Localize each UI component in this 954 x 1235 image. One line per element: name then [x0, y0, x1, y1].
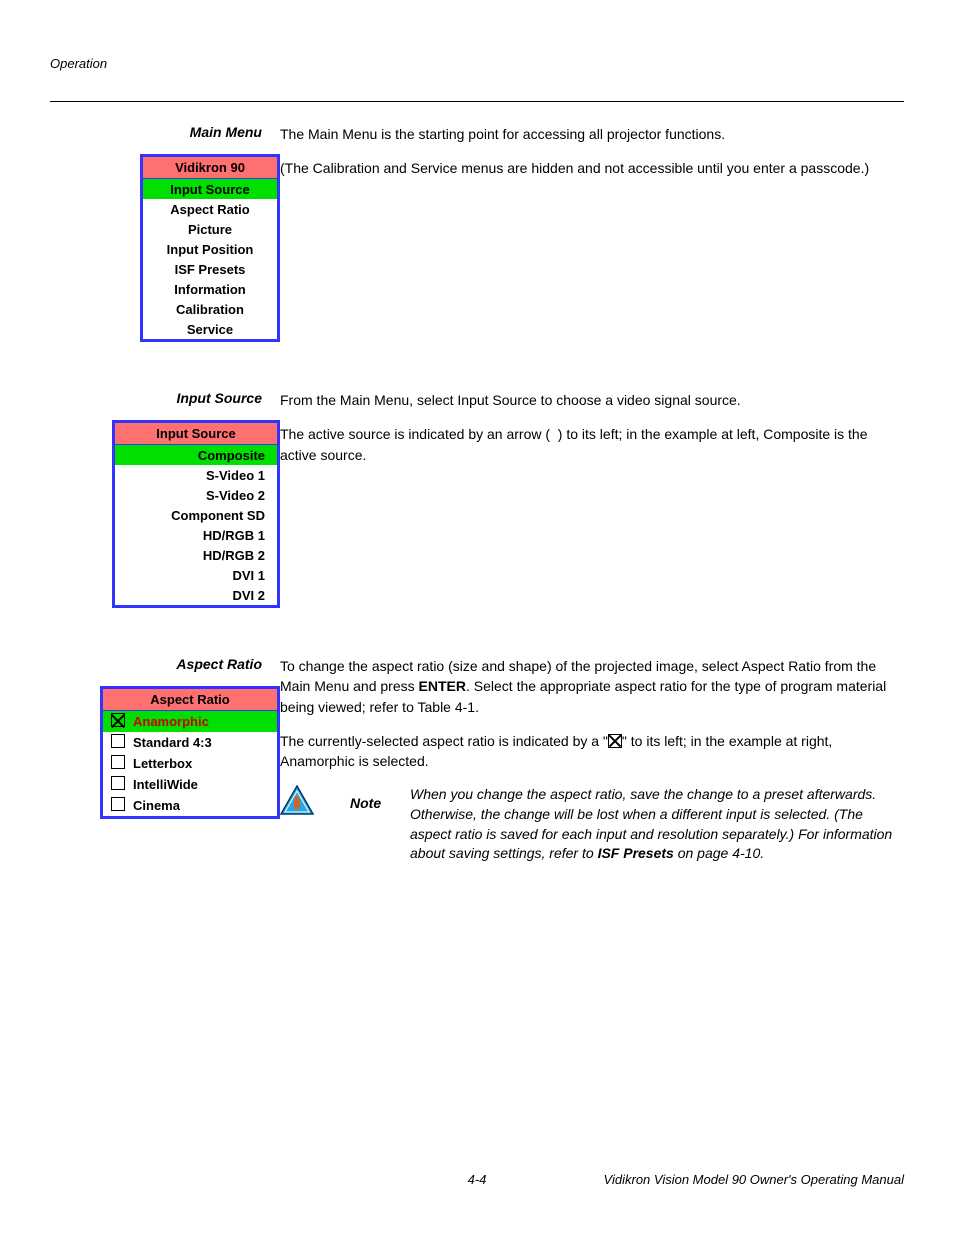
menu-item-label: IntelliWide	[129, 777, 273, 792]
main-menu-para1: The Main Menu is the starting point for …	[280, 124, 904, 144]
menu-item[interactable]: Aspect Ratio	[143, 199, 277, 219]
page-header-label: Operation	[50, 56, 904, 71]
menu-item[interactable]: DVI 1	[115, 565, 277, 585]
menu-item-label: Cinema	[129, 798, 273, 813]
menu-item-label: S-Video 2	[141, 488, 273, 503]
menu-item-label: HD/RGB 1	[141, 528, 273, 543]
checkbox-icon	[111, 755, 125, 769]
note-label: Note	[350, 785, 410, 863]
aspect-ratio-menu-header: Aspect Ratio	[103, 689, 277, 711]
menu-item-label: Information	[147, 282, 273, 297]
menu-item[interactable]: Component SD	[115, 505, 277, 525]
header-rule	[50, 101, 904, 102]
menu-item-label: HD/RGB 2	[141, 548, 273, 563]
menu-item[interactable]: Anamorphic	[103, 711, 277, 732]
menu-item[interactable]: ISF Presets	[143, 259, 277, 279]
menu-item[interactable]: Composite	[115, 445, 277, 465]
menu-item-label: DVI 1	[141, 568, 273, 583]
footer-manual-title: Vidikron Vision Model 90 Owner's Operati…	[604, 1172, 904, 1187]
aspect-ratio-title: Aspect Ratio	[50, 656, 262, 672]
input-source-menu-header: Input Source	[115, 423, 277, 445]
page-footer: 4-4 Vidikron Vision Model 90 Owner's Ope…	[50, 1172, 904, 1187]
menu-item-label: ISF Presets	[147, 262, 273, 277]
main-menu-header: Vidikron 90	[143, 157, 277, 179]
menu-item[interactable]: Input Source	[143, 179, 277, 199]
checkbox-icon	[111, 734, 125, 748]
section-input-source: Input Source Input Source Composite S-Vid…	[50, 390, 904, 608]
section-aspect-ratio: Aspect Ratio Aspect Ratio Anamorphic Stan…	[50, 656, 904, 864]
menu-item-label: S-Video 1	[141, 468, 273, 483]
menu-item-label: DVI 2	[141, 588, 273, 603]
menu-item-label: Composite	[141, 448, 273, 463]
main-menu-para2: (The Calibration and Service menus are h…	[280, 158, 904, 178]
menu-item-label: Picture	[147, 222, 273, 237]
checkbox-icon	[111, 797, 125, 811]
menu-item-label: Letterbox	[129, 756, 273, 771]
menu-item-label: Aspect Ratio	[147, 202, 273, 217]
note-text: When you change the aspect ratio, save t…	[410, 785, 904, 863]
main-menu-title: Main Menu	[50, 124, 262, 140]
input-source-menu-box: Input Source Composite S-Video 1 S-Video 2…	[112, 420, 280, 608]
input-source-para2: The active source is indicated by an arr…	[280, 424, 904, 465]
menu-item[interactable]: Letterbox	[103, 753, 277, 774]
menu-item-label: Component SD	[141, 508, 273, 523]
section-main-menu: Main Menu Vidikron 90 Input Source Aspect…	[50, 124, 904, 342]
menu-item[interactable]: HD/RGB 2	[115, 545, 277, 565]
menu-item[interactable]: HD/RGB 1	[115, 525, 277, 545]
menu-item[interactable]: Service	[143, 319, 277, 339]
checked-box-icon	[608, 734, 622, 748]
menu-item-label: Input Position	[147, 242, 273, 257]
menu-item[interactable]: DVI 2	[115, 585, 277, 605]
main-menu-box: Vidikron 90 Input Source Aspect Ratio Pict…	[140, 154, 280, 342]
menu-item-label: Anamorphic	[129, 714, 273, 729]
menu-item-label: Calibration	[147, 302, 273, 317]
menu-item[interactable]: Cinema	[103, 795, 277, 816]
menu-item-label: Input Source	[147, 182, 273, 197]
aspect-ratio-para2: The currently-selected aspect ratio is i…	[280, 731, 904, 772]
input-source-para1: From the Main Menu, select Input Source …	[280, 390, 904, 410]
menu-item[interactable]: Picture	[143, 219, 277, 239]
menu-item[interactable]: Standard 4:3	[103, 732, 277, 753]
menu-item[interactable]: Information	[143, 279, 277, 299]
menu-item-label: Standard 4:3	[129, 735, 273, 750]
menu-item[interactable]: Calibration	[143, 299, 277, 319]
note-warning-icon	[280, 785, 314, 815]
menu-item-label: Service	[147, 322, 273, 337]
input-source-title: Input Source	[50, 390, 262, 406]
menu-item[interactable]: IntelliWide	[103, 774, 277, 795]
checkbox-icon	[111, 776, 125, 790]
menu-item[interactable]: S-Video 2	[115, 485, 277, 505]
aspect-ratio-para1: To change the aspect ratio (size and sha…	[280, 656, 904, 717]
checkbox-icon	[111, 713, 125, 727]
menu-item[interactable]: S-Video 1	[115, 465, 277, 485]
aspect-ratio-menu-box: Aspect Ratio Anamorphic Standard 4:3 Lette…	[100, 686, 280, 819]
note-block: Note When you change the aspect ratio, s…	[280, 785, 904, 863]
menu-item[interactable]: Input Position	[143, 239, 277, 259]
